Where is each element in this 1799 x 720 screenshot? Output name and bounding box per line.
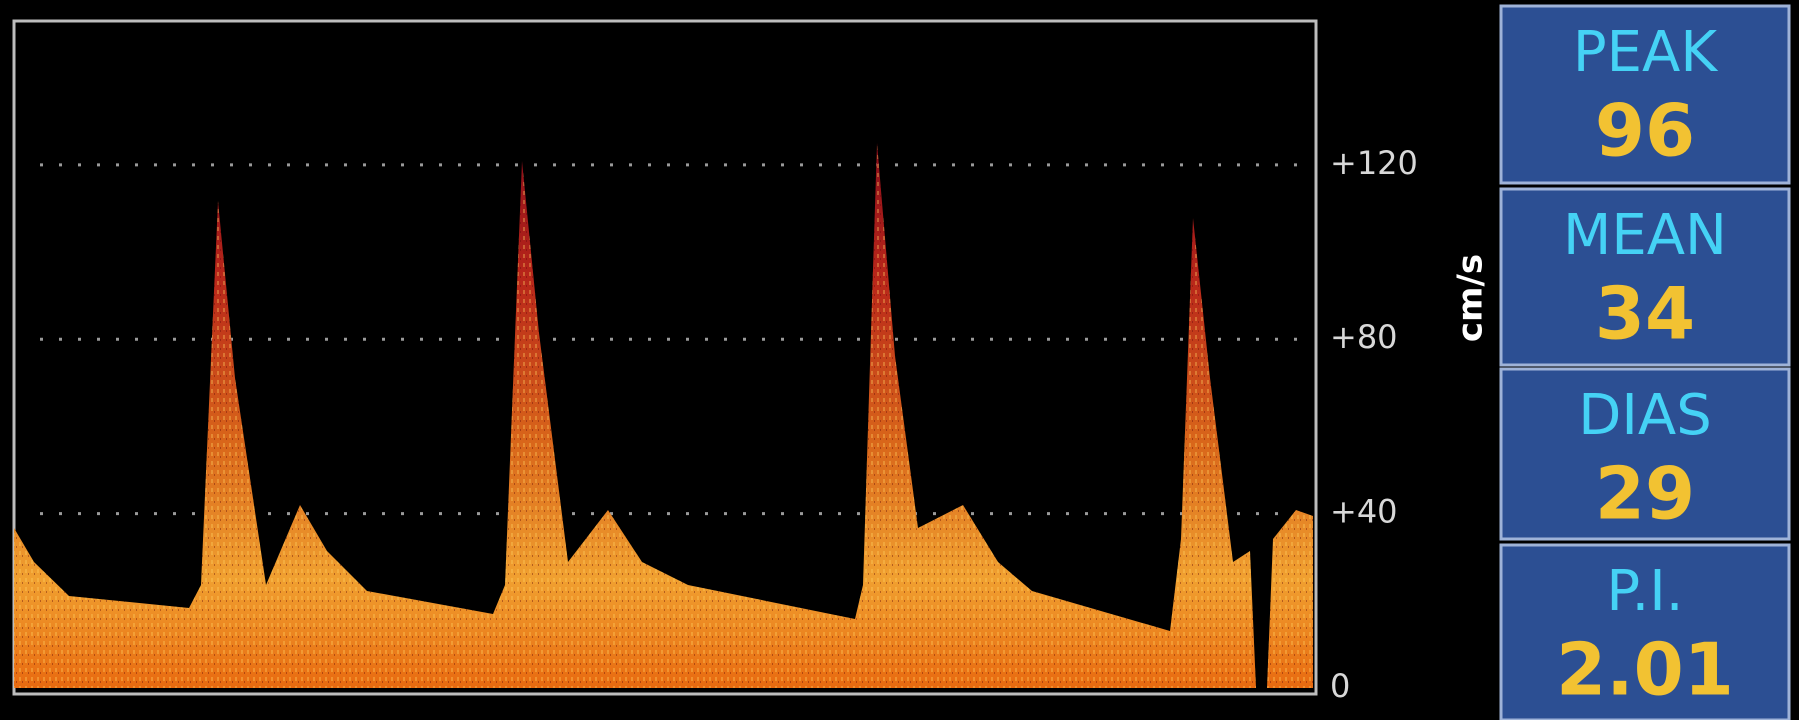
panel-label: P.I.: [1606, 559, 1683, 624]
y-tick-label: +120: [1330, 144, 1418, 182]
panel-value: 34: [1595, 272, 1695, 356]
doppler-display: cm/s PEAK96 MEAN34 DIAS29 P.I.2.01 +120 +80 +…: [0, 0, 1799, 720]
y-tick-label: +40: [1330, 493, 1398, 531]
panel-label: PEAK: [1573, 20, 1718, 85]
unit-label: cm/s: [1451, 254, 1491, 342]
y-tick-label: 0: [1330, 667, 1350, 705]
panel-value: 2.01: [1556, 628, 1734, 712]
screen: cm/s PEAK96 MEAN34 DIAS29 P.I.2.01 +120 +80 +…: [0, 0, 1799, 720]
panel-label: MEAN: [1563, 203, 1727, 268]
y-tick-label: +80: [1330, 318, 1398, 356]
panel-label: DIAS: [1578, 383, 1712, 448]
panel-value: 96: [1595, 89, 1695, 173]
panel-value: 29: [1595, 452, 1695, 536]
